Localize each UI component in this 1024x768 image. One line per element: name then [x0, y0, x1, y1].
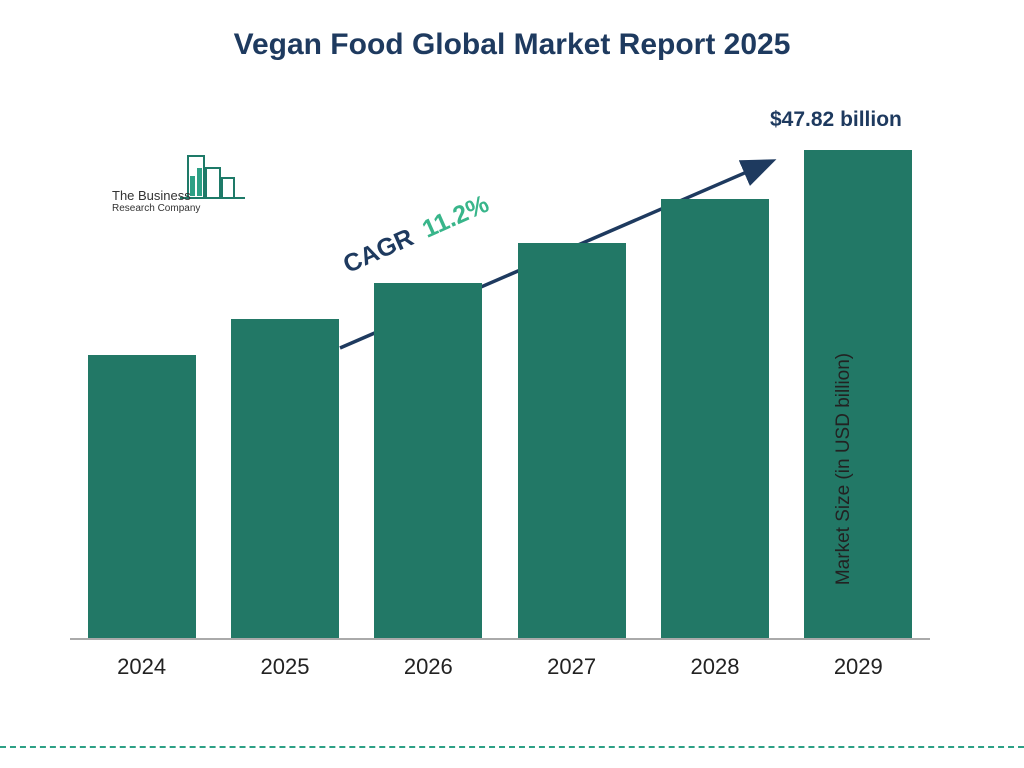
bar-wrap — [82, 355, 202, 638]
bottom-dashed-divider — [0, 746, 1024, 748]
bar-wrap — [512, 243, 632, 638]
chart-area: The Business Research Company CAGR 11.2%… — [70, 100, 930, 680]
x-axis-labels: 2024 2025 2026 2027 2028 2029 — [70, 646, 930, 680]
bar — [804, 150, 912, 638]
x-label: 2029 — [798, 646, 918, 680]
bar — [231, 319, 339, 638]
x-label: 2028 — [655, 646, 775, 680]
bar-wrap — [798, 150, 918, 638]
bar-wrap — [225, 319, 345, 638]
x-label: 2027 — [512, 646, 632, 680]
y-axis-label: Market Size (in USD billion) — [833, 353, 855, 585]
bars-container — [70, 130, 930, 640]
bar — [88, 355, 196, 638]
chart-title: Vegan Food Global Market Report 2025 — [0, 0, 1024, 72]
x-label: 2024 — [82, 646, 202, 680]
bar — [518, 243, 626, 638]
bar-wrap — [368, 283, 488, 638]
bar-wrap — [655, 199, 775, 638]
x-label: 2026 — [368, 646, 488, 680]
x-label: 2025 — [225, 646, 345, 680]
bar — [374, 283, 482, 638]
bar — [661, 199, 769, 638]
